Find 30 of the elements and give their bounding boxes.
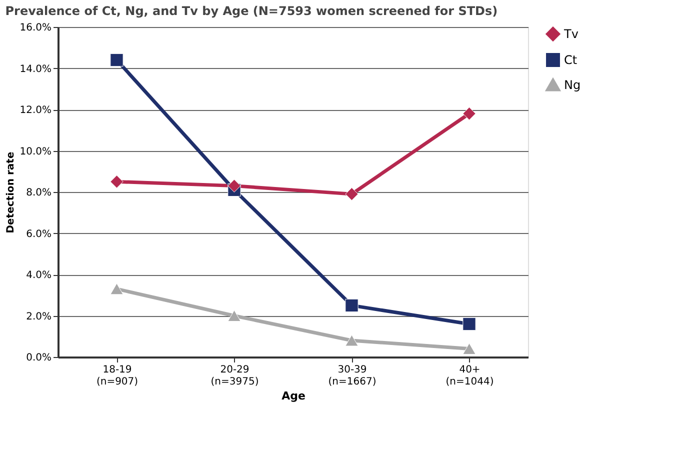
legend-label: Ct (564, 53, 578, 67)
x-axis-title: Age (282, 390, 306, 402)
point (110, 175, 124, 188)
y-tick-label: 8.0% (26, 188, 52, 198)
chart-title: Prevalence of Ct, Ng, and Tv by Age (N=7593 women screened for STDs) (5, 4, 498, 18)
point (110, 53, 124, 67)
point (228, 310, 241, 322)
point (345, 187, 358, 201)
y-tick-label: 0.0% (26, 352, 52, 364)
point (345, 298, 358, 312)
point (462, 317, 476, 331)
y-tick-label: 10.0% (20, 146, 52, 158)
y-tick-label: 4.0% (26, 270, 52, 281)
legend-label: Tv (563, 27, 578, 41)
y-tick-label: 2.0% (26, 311, 52, 322)
y-tick-label: 12.0% (20, 105, 52, 116)
point (345, 334, 358, 346)
point (110, 283, 124, 295)
point (462, 343, 476, 354)
x-tick-label: 30-39 (n=1667) (328, 364, 376, 388)
y-tick-label: 16.0% (20, 22, 52, 34)
point (462, 107, 476, 120)
x-tick-label: 20-29 (n=3975) (210, 364, 259, 388)
y-axis-title: Detection rate (6, 152, 17, 234)
legend-label: Ng (564, 78, 581, 92)
y-tick-label: 14.0% (20, 64, 52, 75)
x-tick-label: 40+ (n=1044) (446, 364, 494, 388)
y-tick-label: 6.0% (26, 228, 52, 240)
point (228, 179, 241, 192)
x-tick-label: 18-19 (n=907) (96, 364, 138, 388)
